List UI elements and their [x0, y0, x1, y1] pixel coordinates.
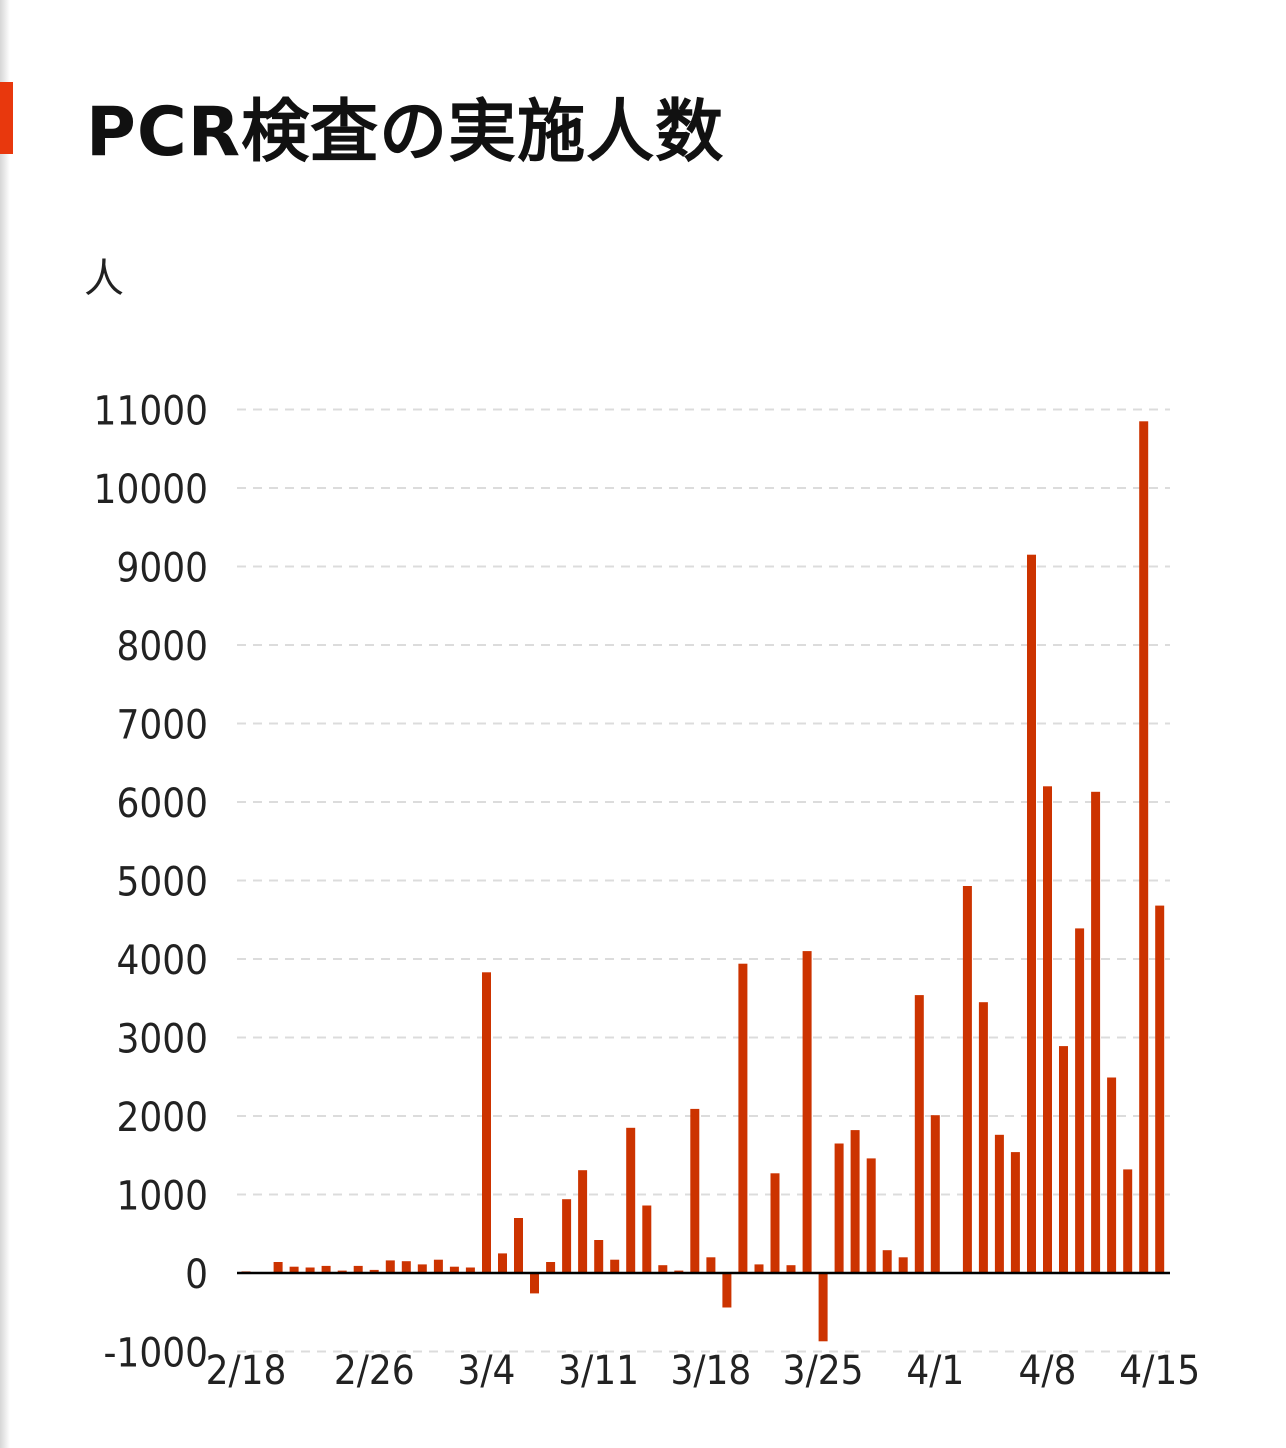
bar [482, 972, 491, 1273]
bar [1155, 905, 1165, 1273]
x-tick-label: 2/26 [334, 1348, 415, 1394]
bar [385, 1260, 395, 1273]
bar [369, 1269, 379, 1273]
bar [530, 1273, 539, 1294]
y-tick-label: 6000 [116, 781, 208, 827]
bar [353, 1265, 363, 1273]
bar [546, 1262, 556, 1273]
y-tick-label: 4000 [116, 938, 208, 984]
bar [401, 1261, 411, 1273]
x-tick-label: 4/1 [906, 1348, 964, 1394]
x-tick-label: 3/25 [783, 1348, 864, 1394]
bar [610, 1259, 620, 1273]
bar [449, 1266, 459, 1273]
bar [802, 951, 812, 1273]
bar [1027, 554, 1036, 1273]
bar [498, 1253, 507, 1273]
left-edge-shadow [0, 0, 10, 1448]
y-tick-label: 7000 [116, 703, 208, 749]
bar [578, 1170, 588, 1273]
y-tick-label: 10000 [94, 467, 208, 513]
y-tick-label: 3000 [116, 1017, 208, 1063]
x-tick-label: 3/18 [670, 1348, 751, 1394]
bar [1091, 791, 1101, 1273]
bars [241, 421, 1165, 1342]
x-tick-label: 4/8 [1019, 1348, 1077, 1394]
bar [321, 1265, 331, 1273]
bar [850, 1130, 860, 1273]
bar [658, 1265, 668, 1273]
gridlines [237, 408, 1170, 1353]
x-tick-labels: 2/18 2/26 3/4 3/11 3/18 3/25 4/1 4/8 4/15 [206, 1348, 1201, 1394]
chart-title: PCR検査の実施人数 [86, 93, 725, 172]
y-tick-label: 11000 [94, 389, 208, 435]
y-tick-label: 9000 [116, 546, 208, 592]
bar [1043, 786, 1052, 1273]
bar [898, 1257, 908, 1273]
bar [465, 1267, 475, 1273]
bar [594, 1240, 604, 1273]
bar [562, 1199, 572, 1273]
y-tick-label: 2000 [116, 1095, 208, 1141]
bar [722, 1273, 732, 1308]
bar [417, 1264, 427, 1273]
bar [882, 1250, 892, 1273]
bar [690, 1108, 700, 1273]
bar [642, 1205, 652, 1273]
x-tick-label: 2/18 [206, 1348, 287, 1394]
bar [1123, 1169, 1133, 1273]
bar [754, 1264, 764, 1273]
x-tick-label: 3/4 [457, 1348, 515, 1394]
bar [305, 1267, 315, 1273]
bar [289, 1266, 299, 1273]
y-tick-label: 0 [185, 1252, 208, 1298]
bar [514, 1218, 523, 1273]
bar [1075, 928, 1085, 1273]
bar [273, 1262, 283, 1273]
bar [1010, 1152, 1020, 1273]
bar [738, 963, 748, 1273]
bar [866, 1158, 876, 1273]
bar [930, 1115, 940, 1273]
y-axis-unit-label: 人 [84, 256, 124, 302]
bar [770, 1173, 780, 1273]
y-tick-label: -1000 [103, 1331, 208, 1377]
bar [1107, 1077, 1117, 1273]
bar [834, 1143, 844, 1273]
y-tick-label: 5000 [116, 860, 208, 906]
bar [1059, 1046, 1068, 1273]
bar [1139, 421, 1149, 1273]
bar [962, 886, 972, 1273]
bar [994, 1134, 1004, 1273]
bar [818, 1273, 828, 1342]
bar [626, 1127, 636, 1273]
title-accent-bar [0, 82, 13, 154]
bar [914, 995, 924, 1273]
bar [786, 1265, 796, 1273]
x-tick-label: 4/15 [1119, 1348, 1200, 1394]
bar [433, 1259, 443, 1273]
bar [978, 1002, 988, 1273]
x-tick-label: 3/11 [558, 1348, 639, 1394]
y-tick-label: 8000 [116, 624, 208, 670]
bar [706, 1257, 716, 1273]
y-tick-labels: 1100010000900080007000600050004000300020… [94, 389, 208, 1377]
y-tick-label: 1000 [116, 1174, 208, 1220]
